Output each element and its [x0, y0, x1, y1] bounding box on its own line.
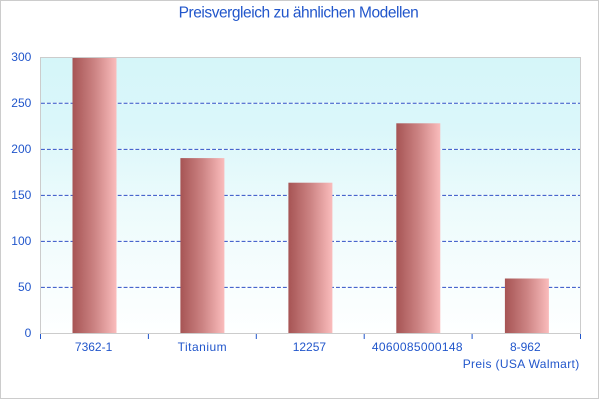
svg-text:8-962: 8-962 [510, 340, 541, 354]
svg-text:300: 300 [11, 50, 31, 64]
svg-text:200: 200 [11, 142, 31, 156]
svg-text:7362-1: 7362-1 [75, 340, 113, 354]
svg-text:Preisvergleich zu ähnlichen Mo: Preisvergleich zu ähnlichen Modellen [179, 4, 419, 21]
svg-text:250: 250 [11, 96, 31, 110]
svg-text:100: 100 [11, 234, 31, 248]
svg-text:150: 150 [11, 188, 31, 202]
svg-text:0: 0 [25, 326, 32, 340]
svg-text:4060085000148: 4060085000148 [372, 340, 463, 354]
svg-text:50: 50 [18, 280, 32, 294]
svg-text:Titanium: Titanium [178, 340, 228, 354]
svg-text:Preis (USA Walmart): Preis (USA Walmart) [463, 357, 580, 371]
svg-text:12257: 12257 [293, 340, 327, 354]
